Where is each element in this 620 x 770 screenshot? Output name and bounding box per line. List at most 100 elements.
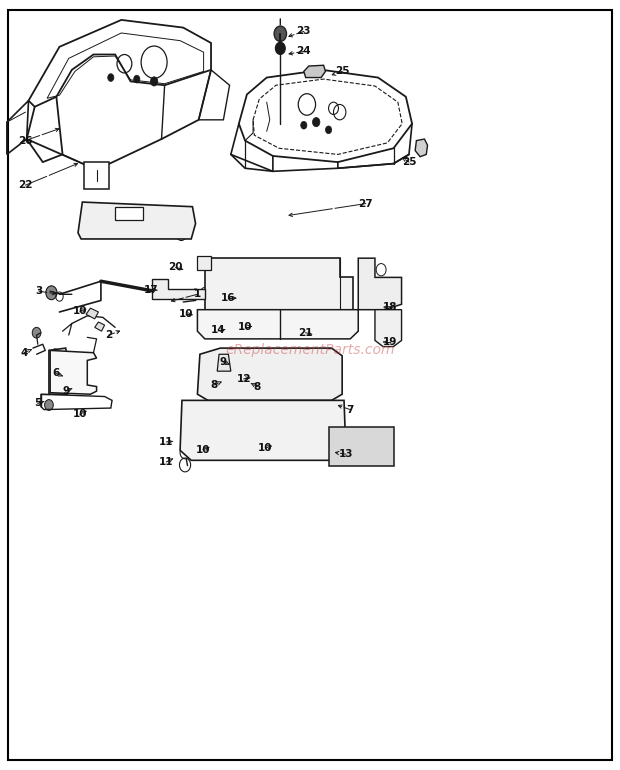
Circle shape <box>130 213 138 222</box>
Text: 22: 22 <box>18 180 33 190</box>
Circle shape <box>108 74 114 82</box>
Text: 11: 11 <box>159 457 174 467</box>
Circle shape <box>45 400 53 410</box>
Circle shape <box>362 453 365 456</box>
Circle shape <box>340 437 342 440</box>
Circle shape <box>277 326 284 336</box>
Circle shape <box>347 460 350 464</box>
Text: 11: 11 <box>159 437 174 447</box>
Circle shape <box>277 303 284 313</box>
Circle shape <box>340 460 342 464</box>
Polygon shape <box>84 162 109 189</box>
Circle shape <box>355 437 357 440</box>
Polygon shape <box>86 308 99 319</box>
Polygon shape <box>205 258 353 310</box>
Circle shape <box>340 445 342 448</box>
Text: 13: 13 <box>339 449 353 459</box>
Circle shape <box>274 26 286 42</box>
Text: 10: 10 <box>73 306 87 316</box>
Text: 18: 18 <box>383 302 397 312</box>
Text: 2: 2 <box>105 330 113 340</box>
Circle shape <box>332 430 335 433</box>
Text: 8: 8 <box>254 382 261 391</box>
Circle shape <box>332 437 335 440</box>
Circle shape <box>377 453 379 456</box>
Circle shape <box>277 316 284 325</box>
Circle shape <box>301 122 307 129</box>
Text: 7: 7 <box>347 404 354 414</box>
Text: 10: 10 <box>73 409 87 419</box>
Circle shape <box>326 126 332 134</box>
Circle shape <box>377 445 379 448</box>
Circle shape <box>370 430 372 433</box>
Polygon shape <box>375 310 402 346</box>
Circle shape <box>377 430 379 433</box>
Text: 6: 6 <box>53 369 60 379</box>
Text: 14: 14 <box>211 325 226 335</box>
Text: 12: 12 <box>237 374 251 384</box>
Text: 5: 5 <box>34 398 42 408</box>
Text: 1: 1 <box>194 290 201 300</box>
Text: 9: 9 <box>220 357 227 367</box>
Circle shape <box>362 445 365 448</box>
Polygon shape <box>329 427 394 466</box>
Text: 10: 10 <box>179 310 193 320</box>
Circle shape <box>362 460 365 464</box>
Polygon shape <box>78 202 195 239</box>
Text: 9: 9 <box>62 386 69 396</box>
Polygon shape <box>197 348 342 400</box>
Text: 20: 20 <box>169 263 183 273</box>
Polygon shape <box>153 279 205 299</box>
Circle shape <box>384 460 387 464</box>
Circle shape <box>370 437 372 440</box>
Text: 10: 10 <box>238 322 252 332</box>
Polygon shape <box>304 65 326 78</box>
Circle shape <box>151 77 158 86</box>
Text: eReplacementParts.com: eReplacementParts.com <box>225 343 395 357</box>
Text: 25: 25 <box>335 66 350 76</box>
Circle shape <box>347 437 350 440</box>
Circle shape <box>355 460 357 464</box>
Circle shape <box>332 460 335 464</box>
Circle shape <box>377 460 379 464</box>
Circle shape <box>370 445 372 448</box>
Circle shape <box>312 118 320 127</box>
Polygon shape <box>358 258 402 310</box>
Polygon shape <box>115 206 143 219</box>
Polygon shape <box>95 322 105 331</box>
Circle shape <box>340 430 342 433</box>
Polygon shape <box>180 400 346 460</box>
Polygon shape <box>415 139 428 157</box>
Circle shape <box>275 42 285 55</box>
Circle shape <box>220 361 226 369</box>
Text: 4: 4 <box>20 348 28 358</box>
Text: 10: 10 <box>196 444 210 454</box>
Circle shape <box>377 437 379 440</box>
Circle shape <box>370 453 372 456</box>
Polygon shape <box>49 348 68 394</box>
Circle shape <box>362 430 365 433</box>
Circle shape <box>332 445 335 448</box>
Circle shape <box>355 445 357 448</box>
Circle shape <box>384 445 387 448</box>
Text: 3: 3 <box>35 286 43 296</box>
Text: 8: 8 <box>211 380 218 390</box>
Circle shape <box>134 75 140 83</box>
Circle shape <box>46 286 57 300</box>
Circle shape <box>355 430 357 433</box>
Circle shape <box>384 430 387 433</box>
Circle shape <box>347 445 350 448</box>
Circle shape <box>347 453 350 456</box>
Text: 19: 19 <box>383 337 397 347</box>
Text: 16: 16 <box>221 293 236 303</box>
Polygon shape <box>217 354 231 371</box>
Text: 24: 24 <box>296 46 311 56</box>
Circle shape <box>254 369 261 378</box>
Circle shape <box>340 453 342 456</box>
Text: 26: 26 <box>18 136 33 146</box>
Text: 23: 23 <box>296 26 311 36</box>
Circle shape <box>384 453 387 456</box>
Text: 25: 25 <box>402 157 416 167</box>
Circle shape <box>370 460 372 464</box>
Polygon shape <box>197 256 211 270</box>
